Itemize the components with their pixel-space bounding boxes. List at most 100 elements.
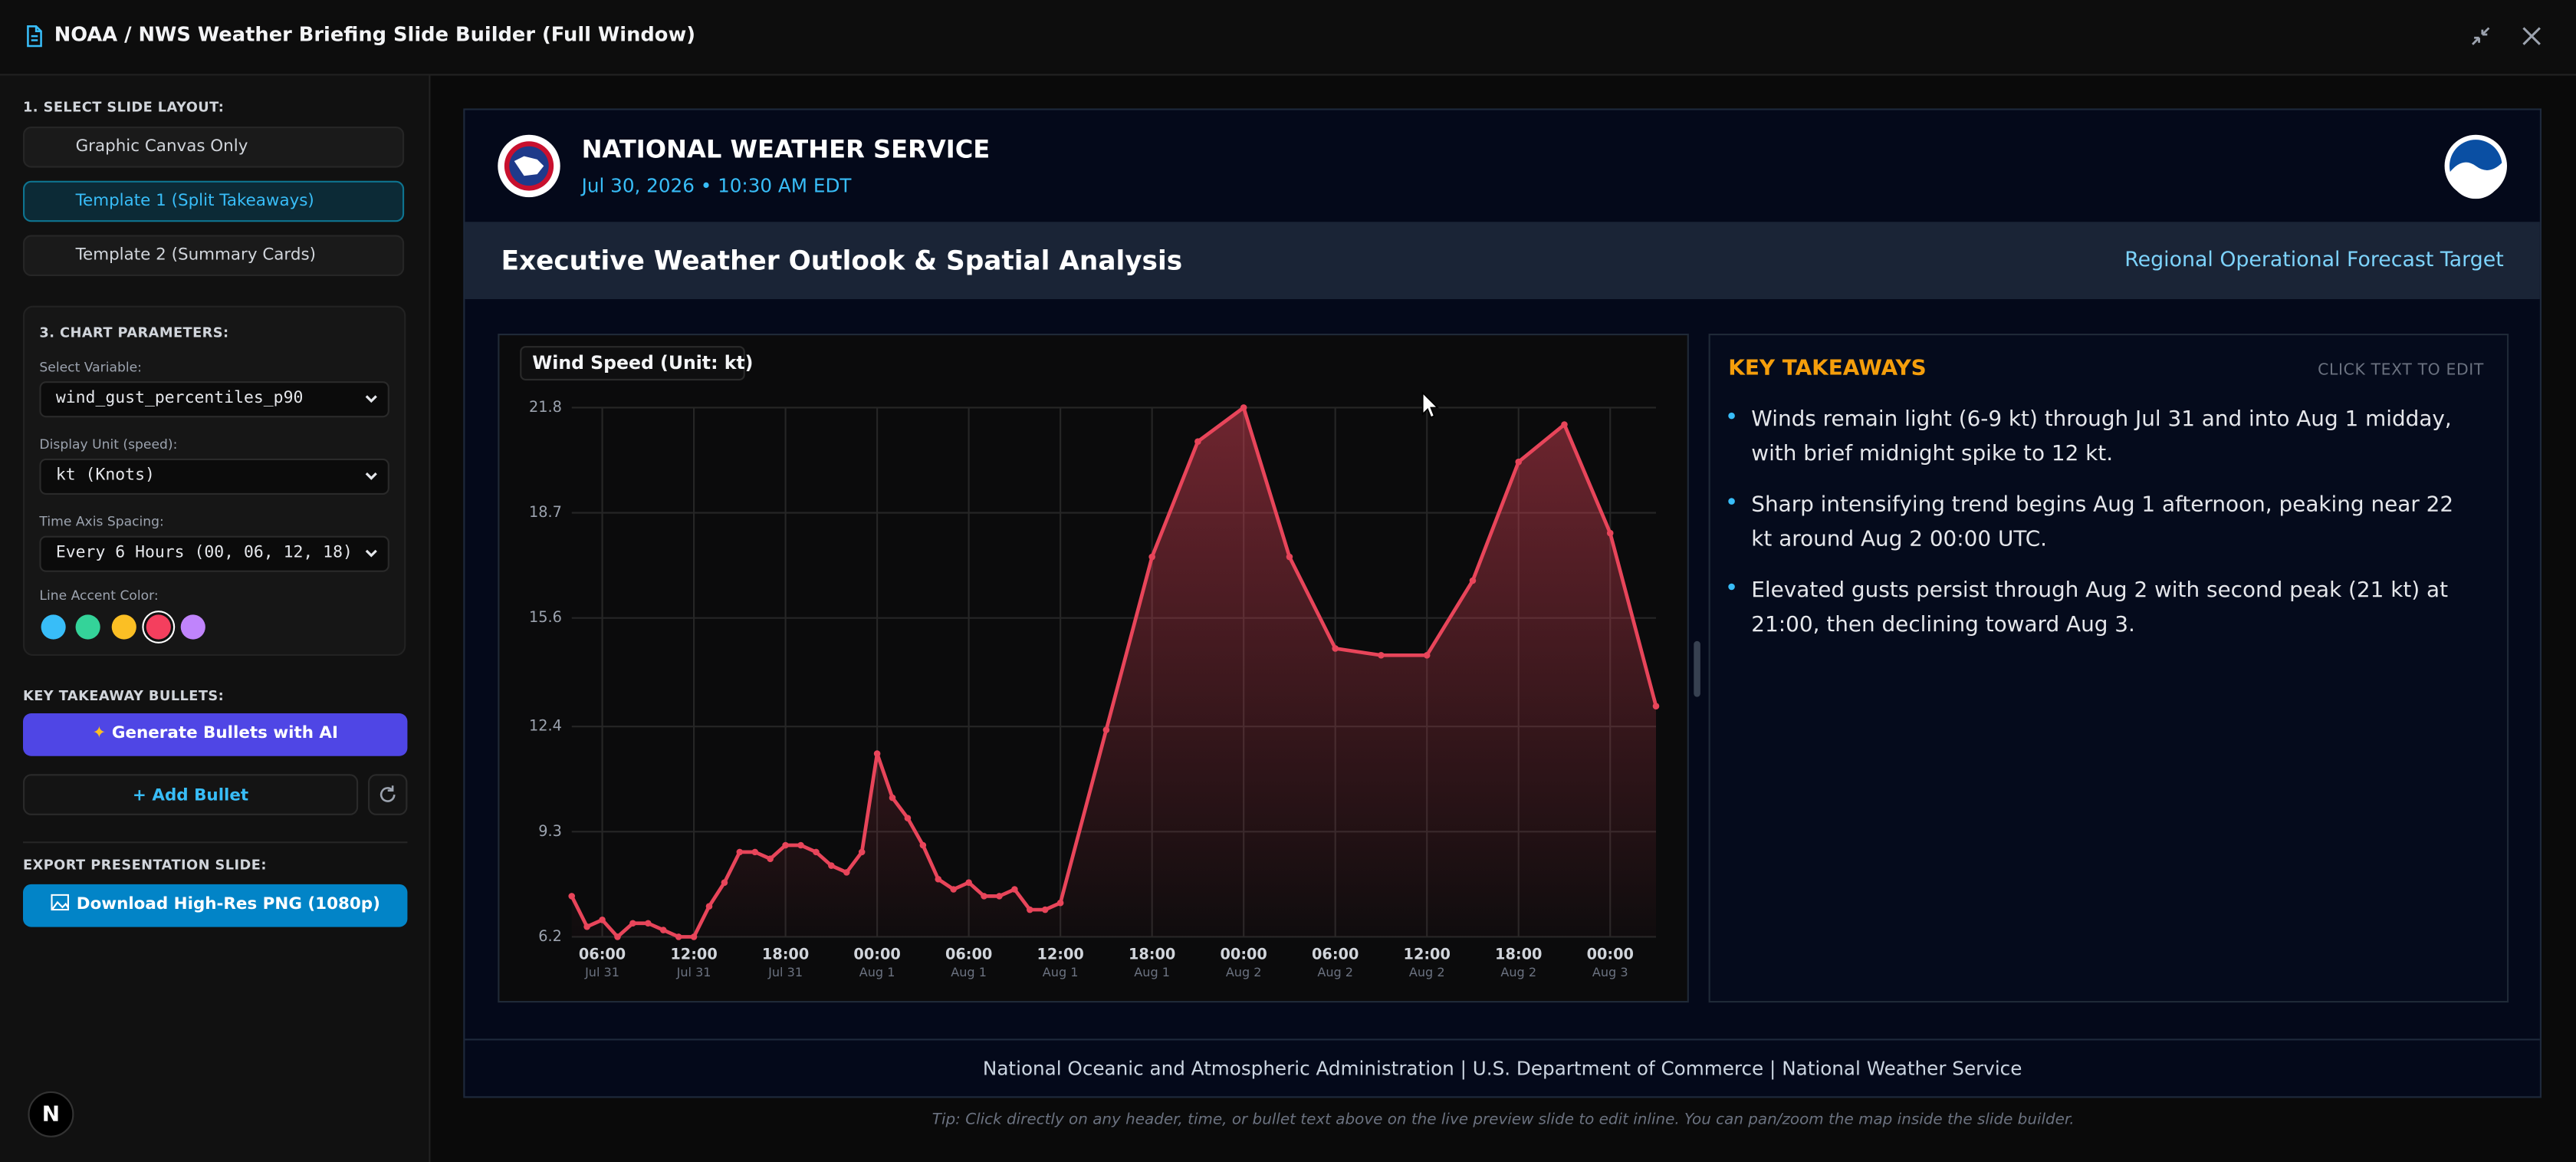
y-tick-label: 18.7 xyxy=(529,503,562,521)
chevron xyxy=(365,472,377,480)
color-swatch[interactable] xyxy=(181,614,206,640)
point xyxy=(721,879,728,886)
bullet-dot xyxy=(1728,412,1735,420)
point xyxy=(1561,421,1568,428)
point xyxy=(797,841,804,849)
point xyxy=(996,893,1003,900)
reset-icon xyxy=(380,785,396,802)
point xyxy=(736,848,744,856)
takeaway-text[interactable]: Sharp intensifying trend begins Aug 1 af… xyxy=(1751,492,2454,552)
x-tick-sublabel: Aug 1 xyxy=(951,965,987,979)
image-icon xyxy=(50,894,69,911)
x-tick-label: 12:00 xyxy=(1404,945,1451,963)
bullet-dot xyxy=(1728,498,1735,505)
divider xyxy=(23,841,408,844)
layout-option[interactable]: Template 1 (Split Takeaways) xyxy=(23,180,405,222)
x-tick-label: 18:00 xyxy=(1495,945,1542,963)
point xyxy=(659,927,667,933)
point xyxy=(1515,458,1523,466)
point xyxy=(767,855,774,862)
color-swatch[interactable] xyxy=(76,614,101,640)
select-box[interactable]: kt (Knots) xyxy=(39,458,389,495)
chart-title: Wind Speed (Unit: kt) xyxy=(532,352,753,374)
point xyxy=(1056,899,1064,907)
download-button[interactable]: Download High-Res PNG (1080p) xyxy=(23,884,408,927)
agency-name: NATIONAL WEATHER SERVICE xyxy=(581,134,991,165)
timestamp: Jul 30, 2026 • 10:30 AM EDT xyxy=(581,174,852,198)
point xyxy=(889,794,896,802)
button-label: Add Bullet xyxy=(152,787,249,805)
headline-bar xyxy=(465,222,2540,299)
reset-button[interactable] xyxy=(368,774,408,815)
section-heading: 1. SELECT SLIDE LAYOUT: xyxy=(23,98,225,115)
generate-button[interactable]: ✦ Generate Bullets with AI xyxy=(23,713,408,756)
window-title: NOAA / NWS Weather Briefing Slide Builde… xyxy=(54,23,695,46)
app-badge[interactable]: N xyxy=(28,1091,74,1137)
x-tick-sublabel: Aug 3 xyxy=(1592,965,1628,979)
close-button[interactable] xyxy=(2520,25,2543,48)
point xyxy=(645,920,652,927)
point xyxy=(1606,529,1614,537)
chevron xyxy=(365,395,377,403)
x-tick-sublabel: Jul 31 xyxy=(767,965,803,979)
point xyxy=(1332,645,1339,652)
takeaway-text[interactable]: Winds remain light (6-9 kt) through Jul … xyxy=(1751,407,2452,467)
field-label: Time Axis Spacing: xyxy=(39,514,164,529)
point xyxy=(1378,652,1385,659)
forecast-target: Regional Operational Forecast Target xyxy=(2124,246,2504,272)
minimize-button[interactable] xyxy=(2469,25,2492,48)
x-tick-label: 18:00 xyxy=(762,945,809,963)
y-tick-label: 9.3 xyxy=(538,822,562,840)
point xyxy=(1423,652,1431,659)
cursor xyxy=(1421,391,1440,419)
edit-hint: CLICK TEXT TO EDIT xyxy=(2318,361,2484,380)
tip: Tip: Click directly on any header, time,… xyxy=(932,1111,2075,1130)
point xyxy=(1286,553,1293,561)
field-label: Display Unit (speed): xyxy=(39,437,178,453)
point xyxy=(1194,438,1201,445)
area xyxy=(571,407,1656,937)
y-tick-label: 12.4 xyxy=(529,717,562,735)
point xyxy=(828,862,835,869)
x-tick-sublabel: Aug 2 xyxy=(1409,965,1445,979)
color-swatch[interactable] xyxy=(146,614,171,640)
point xyxy=(935,875,942,883)
select-box[interactable]: Every 6 Hours (00, 06, 12, 18) xyxy=(39,535,389,572)
point xyxy=(1469,577,1477,584)
x-tick-label: 00:00 xyxy=(1221,945,1267,963)
x-tick-sublabel: Jul 31 xyxy=(584,965,619,979)
point xyxy=(813,848,820,856)
add-bullet-button[interactable]: + Add Bullet xyxy=(23,774,359,815)
layout-option[interactable]: Template 2 (Summary Cards) xyxy=(23,235,405,276)
point xyxy=(950,886,957,893)
point xyxy=(629,920,636,927)
splitter-handle[interactable] xyxy=(1694,640,1700,697)
y-tick-label: 6.2 xyxy=(538,927,562,945)
x-tick-sublabel: Aug 1 xyxy=(1134,965,1170,979)
footer: National Oceanic and Atmospheric Adminis… xyxy=(465,1039,2540,1098)
point xyxy=(873,750,881,757)
takeaway-text[interactable]: Elevated gusts persist through Aug 2 wit… xyxy=(1751,578,2449,638)
select-box[interactable]: wind_gust_percentiles_p90 xyxy=(39,381,389,418)
point xyxy=(1652,703,1660,709)
point xyxy=(614,933,621,940)
title-bar xyxy=(0,0,2576,76)
x-tick-sublabel: Aug 2 xyxy=(1500,965,1536,979)
color-swatch[interactable] xyxy=(110,614,136,640)
layout-option[interactable]: Graphic Canvas Only xyxy=(23,127,405,168)
x-tick-sublabel: Jul 31 xyxy=(676,965,711,979)
point xyxy=(583,923,590,930)
point xyxy=(1240,404,1247,411)
x-tick-sublabel: Aug 1 xyxy=(1043,965,1079,979)
x-tick-label: 06:00 xyxy=(945,945,992,963)
button-label: Download High-Res PNG (1080p) xyxy=(76,895,380,914)
point xyxy=(751,848,759,856)
x-tick-label: 12:00 xyxy=(670,945,717,963)
x-tick-label: 06:00 xyxy=(579,945,626,963)
point xyxy=(919,841,927,849)
takeaways-title: KEY TAKEAWAYS xyxy=(1728,357,1927,382)
color-swatch[interactable] xyxy=(41,614,66,640)
point xyxy=(981,893,987,900)
point xyxy=(1041,906,1049,913)
